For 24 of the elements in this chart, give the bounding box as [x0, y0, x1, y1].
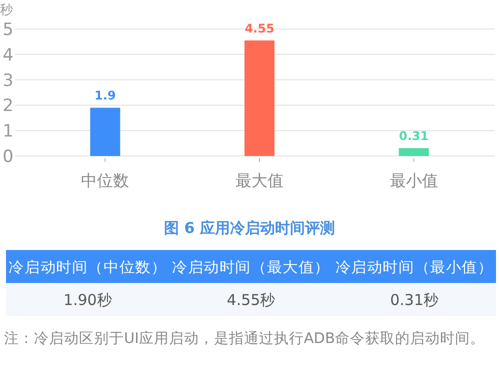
y-tick-label: 0 — [2, 147, 14, 167]
y-tick-label: 5 — [2, 20, 14, 40]
text: 图 6 应用冷启动时间评测 — [164, 219, 335, 237]
y-axis-title: 秒 — [0, 3, 13, 18]
text: 0.31秒 — [390, 291, 439, 309]
text: 注：冷启动区别于UI应用启动，是指通过执行ADB命令获取的启动时间。 — [4, 330, 486, 349]
x-tick-label: 中位数 — [81, 171, 130, 190]
text: 1.90秒 — [63, 291, 112, 309]
y-tick-label: 3 — [2, 70, 14, 91]
text: 冷启动时间（中位数） — [8, 259, 167, 276]
text: 冷启动时间（最大值） — [172, 259, 330, 276]
y-tick-label: 1 — [2, 122, 14, 142]
data-label: 1.9 — [94, 88, 116, 103]
data-label: 4.55 — [244, 21, 274, 36]
x-tick-label: 最大值 — [236, 171, 284, 190]
x-tick-label: 最小值 — [390, 171, 438, 190]
text: 冷启动时间（最小值） — [335, 259, 494, 276]
y-tick-label: 2 — [2, 96, 14, 116]
bar — [244, 40, 274, 156]
bar — [90, 108, 120, 156]
bar — [398, 148, 429, 156]
data-label: 0.31 — [399, 129, 429, 144]
text: 4.55秒 — [226, 291, 276, 309]
y-tick-label: 4 — [2, 45, 14, 66]
